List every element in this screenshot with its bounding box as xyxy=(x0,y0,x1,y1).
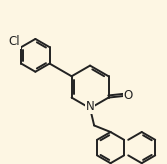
Text: N: N xyxy=(86,100,94,113)
Text: O: O xyxy=(124,89,133,102)
Text: Cl: Cl xyxy=(8,35,20,48)
